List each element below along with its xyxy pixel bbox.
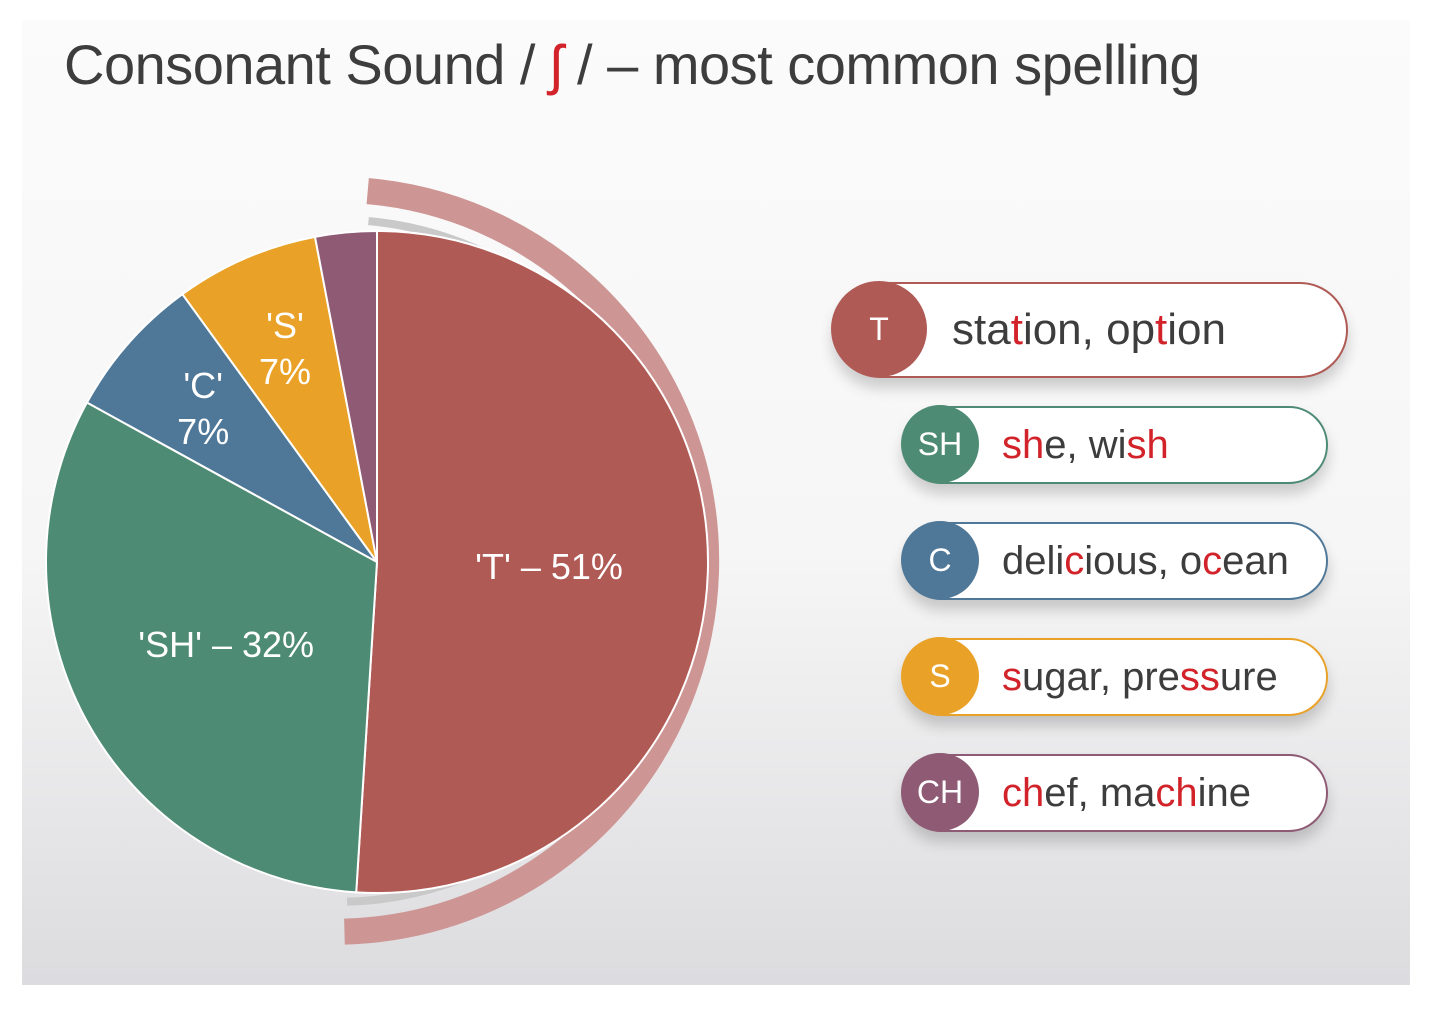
title-text-after: / – most common spelling bbox=[561, 33, 1200, 96]
word-text: ean bbox=[1222, 538, 1289, 583]
slice-label-t: 'T' – 51% bbox=[475, 544, 623, 590]
legend-badge: S bbox=[901, 637, 979, 715]
slice-label-sh: 'SH' – 32% bbox=[138, 622, 314, 668]
highlighted-letters: ss bbox=[1179, 654, 1220, 699]
title-text-before: Consonant Sound / bbox=[64, 33, 551, 96]
slice-label-line: 7% bbox=[177, 410, 230, 452]
word-text: deli bbox=[1002, 538, 1065, 583]
slide: Consonant Sound / ʃ / – most common spel… bbox=[22, 20, 1410, 985]
highlighted-letters: c bbox=[1202, 538, 1223, 583]
highlighted-letters: ch bbox=[1155, 770, 1198, 815]
word-text: ure bbox=[1219, 654, 1278, 699]
slice-label-s: 'S' 7% bbox=[259, 303, 311, 395]
page-title: Consonant Sound / ʃ / – most common spel… bbox=[64, 32, 1200, 97]
pie-slice-t bbox=[355, 229, 709, 894]
legend-example-words: sh e, wi sh bbox=[1002, 408, 1169, 482]
highlighted-letters: sh bbox=[1002, 422, 1045, 467]
legend-badge: CH bbox=[901, 753, 979, 831]
pie-slices bbox=[45, 229, 709, 894]
highlighted-letters: t bbox=[1010, 305, 1023, 354]
legend-item-sh: SH sh e, wi sh bbox=[901, 405, 1328, 484]
legend-badge: T bbox=[831, 281, 927, 377]
word-text: ious, o bbox=[1084, 538, 1203, 583]
ipa-symbol: ʃ bbox=[550, 33, 562, 96]
pie-slice-c bbox=[85, 292, 378, 563]
highlighted-letters: sh bbox=[1126, 422, 1169, 467]
pie-chart bbox=[45, 178, 720, 945]
legend-example-words: ch ef, ma ch ine bbox=[1002, 756, 1251, 830]
slice-label-line: 'S' bbox=[266, 305, 304, 347]
highlighted-letters: s bbox=[1002, 654, 1022, 699]
legend-example-words: s ugar, pre ss ure bbox=[1002, 640, 1278, 714]
pie-slice-s bbox=[181, 235, 378, 563]
slice-label-line: 'SH' – 32% bbox=[138, 623, 315, 665]
legend-badge: SH bbox=[901, 405, 979, 483]
word-text: ion bbox=[1167, 305, 1226, 354]
word-text: ef, ma bbox=[1044, 770, 1156, 815]
pie-slice-ch bbox=[313, 229, 378, 563]
word-text: sta bbox=[952, 305, 1011, 354]
legend-badge: C bbox=[901, 521, 979, 599]
word-text: e, wi bbox=[1044, 422, 1127, 467]
pie-slice-sh bbox=[45, 401, 379, 894]
slice-label-line: 7% bbox=[258, 351, 311, 393]
legend-example-words: deli c ious, o c ean bbox=[1002, 524, 1289, 598]
slice-label-line: 'T' – 51% bbox=[475, 546, 623, 588]
word-text: ugar, pre bbox=[1022, 654, 1180, 699]
legend-item-ch: CH ch ef, ma ch ine bbox=[901, 753, 1328, 832]
legend-example-words: sta t ion, op t ion bbox=[952, 284, 1226, 376]
slice-label-c: 'C' 7% bbox=[177, 363, 229, 455]
highlighted-letters: c bbox=[1064, 538, 1085, 583]
highlighted-letters: ch bbox=[1002, 770, 1045, 815]
word-text: ine bbox=[1197, 770, 1252, 815]
word-text: ion, op bbox=[1022, 305, 1156, 354]
highlighted-letters: t bbox=[1155, 305, 1168, 354]
slice-label-line: 'C' bbox=[183, 364, 224, 406]
